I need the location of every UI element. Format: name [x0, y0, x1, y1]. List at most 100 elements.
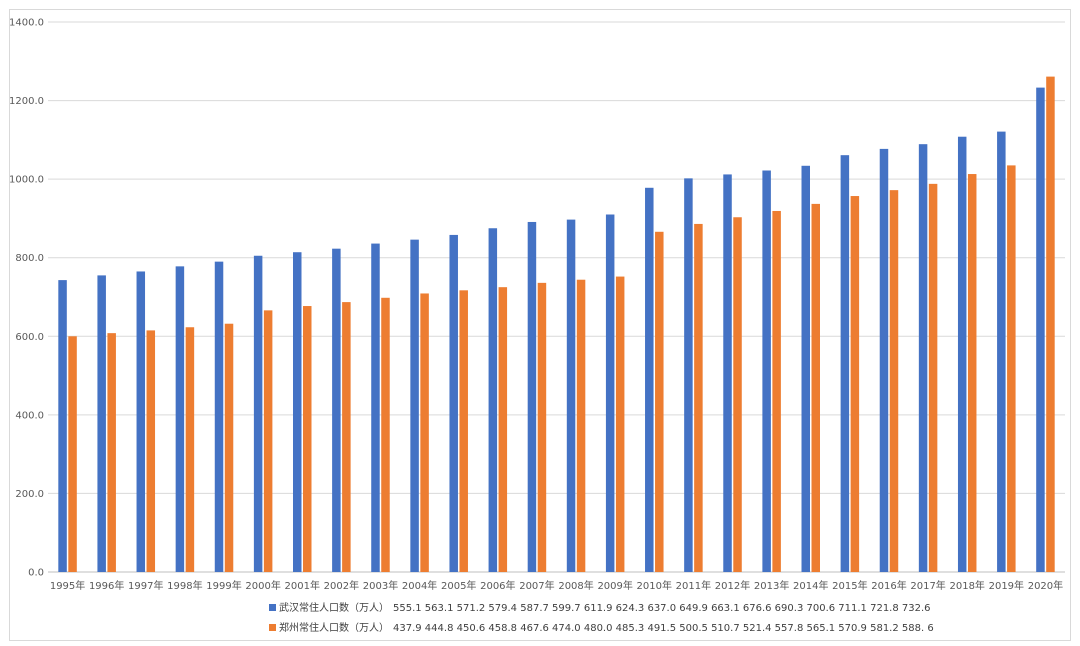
bar-wuhan	[566, 219, 576, 572]
y-tick-label: 1400.0	[9, 18, 44, 29]
bar-zhengzhou	[1046, 76, 1055, 572]
y-tick-label: 0.0	[28, 568, 44, 579]
bar-zhengzhou	[733, 217, 742, 572]
bar-zhengzhou	[1007, 165, 1016, 572]
bar-zhengzhou	[263, 310, 273, 572]
x-tick-label: 2005年	[441, 579, 476, 592]
x-tick-label: 1996年	[89, 579, 124, 592]
x-tick-label: 2009年	[597, 579, 632, 592]
x-tick-label: 2012年	[715, 579, 750, 592]
x-tick-label: 2010年	[637, 579, 672, 592]
bar-wuhan	[175, 266, 185, 572]
bar-wuhan	[997, 131, 1006, 572]
bar-zhengzhou	[967, 174, 977, 573]
bar-wuhan	[214, 261, 224, 572]
bar-zhengzhou	[459, 290, 468, 572]
x-tick-label: 2017年	[910, 579, 945, 592]
bar-zhengzhou	[303, 306, 312, 572]
y-tick-label: 1000.0	[9, 175, 44, 186]
legend-series-name-zhengzhou: 郑州常住人口数（万人）	[279, 621, 389, 634]
bar-zhengzhou	[811, 203, 820, 572]
x-tick-label: 2011年	[676, 579, 711, 592]
legend-swatch-wuhan	[269, 604, 276, 611]
bar-wuhan	[605, 214, 615, 572]
x-tick-label: 2008年	[558, 579, 593, 592]
x-tick-label: 2019年	[989, 579, 1024, 592]
bar-zhengzhou	[537, 282, 547, 572]
legend-values-zhengzhou: 437.9 444.8 450.6 458.8 467.6 474.0 480.…	[393, 623, 934, 634]
bar-wuhan	[293, 252, 302, 572]
x-tick-label: 2014年	[793, 579, 828, 592]
bar-zhengzhou	[498, 287, 508, 572]
bar-wuhan	[488, 228, 498, 572]
bar-wuhan	[332, 248, 341, 572]
x-tick-label: 2013年	[754, 579, 789, 592]
bar-zhengzhou	[694, 223, 703, 572]
x-tick-label: 2001年	[285, 579, 320, 592]
bar-zhengzhou	[68, 336, 77, 572]
bar-wuhan	[723, 174, 732, 572]
bar-zhengzhou	[185, 327, 195, 572]
bar-wuhan	[1036, 87, 1045, 572]
x-tick-label: 2000年	[245, 579, 280, 592]
y-axis-tick-labels: 0.0 200.0 400.0 600.0 800.0 1000.0 1200.0 1400.…	[9, 18, 44, 579]
bar-wuhan	[918, 144, 928, 572]
y-tick-label: 1200.0	[9, 96, 44, 107]
bar-wuhan	[684, 178, 693, 572]
bar-zhengzhou	[342, 302, 351, 572]
bar-wuhan	[371, 243, 380, 573]
legend-entry-wuhan: 武汉常住人口数（万人） 555.1 563.1 571.2 579.4 587.7…	[279, 601, 931, 614]
bar-zhengzhou	[576, 279, 586, 572]
bar-zhengzhou	[107, 333, 116, 572]
x-tick-label: 1998年	[167, 579, 202, 592]
legend: 武汉常住人口数（万人） 555.1 563.1 571.2 579.4 587.7…	[269, 601, 934, 634]
bar-wuhan	[527, 221, 537, 572]
bar-wuhan	[762, 170, 771, 572]
bar-zhengzhou	[224, 323, 234, 572]
bar-zhengzhou	[928, 183, 938, 572]
y-tick-label: 200.0	[15, 489, 44, 500]
x-tick-label: 2016年	[871, 579, 906, 592]
bars	[58, 76, 1055, 573]
bar-wuhan	[449, 234, 458, 572]
x-tick-label: 2004年	[402, 579, 437, 592]
legend-values-wuhan: 555.1 563.1 571.2 579.4 587.7 599.7 611.…	[393, 603, 931, 614]
x-axis-tick-labels: 1995年 1996年 1997年 1998年 1999年 2000年 2001年 2002年…	[50, 579, 1063, 592]
y-tick-label: 400.0	[15, 410, 44, 421]
x-tick-label: 2018年	[949, 579, 984, 592]
x-tick-label: 2020年	[1028, 579, 1063, 592]
bar-zhengzhou	[889, 190, 899, 572]
bar-zhengzhou	[615, 276, 625, 572]
bar-zhengzhou	[381, 297, 390, 572]
bar-zhengzhou	[655, 231, 664, 573]
bar-wuhan	[136, 271, 146, 572]
x-tick-label: 1995年	[50, 579, 85, 592]
bar-wuhan	[879, 148, 889, 572]
y-tick-label: 600.0	[15, 332, 44, 343]
gridlines	[48, 21, 1065, 573]
x-tick-label: 2003年	[363, 579, 398, 592]
bar-zhengzhou	[772, 210, 781, 572]
x-tick-label: 2015年	[832, 579, 867, 592]
bar-wuhan	[58, 280, 67, 572]
x-tick-label: 2007年	[519, 579, 554, 592]
bar-wuhan	[645, 187, 654, 573]
bar-zhengzhou	[850, 196, 860, 573]
bar-zhengzhou	[146, 330, 156, 572]
bar-wuhan	[840, 155, 850, 572]
bar-zhengzhou	[420, 293, 429, 572]
bar-wuhan	[801, 165, 810, 573]
bar-wuhan	[957, 136, 967, 572]
x-tick-label: 1997年	[128, 579, 163, 592]
x-tick-label: 1999年	[206, 579, 241, 592]
bar-wuhan	[253, 255, 263, 572]
legend-series-name-wuhan: 武汉常住人口数（万人）	[279, 601, 389, 614]
x-tick-label: 2002年	[324, 579, 359, 592]
legend-entry-zhengzhou: 郑州常住人口数（万人） 437.9 444.8 450.6 458.8 467.6…	[279, 621, 934, 634]
legend-swatch-zhengzhou	[269, 624, 276, 631]
bar-wuhan	[97, 275, 106, 572]
y-tick-label: 800.0	[15, 253, 44, 264]
x-tick-label: 2006年	[480, 579, 515, 592]
bar-wuhan	[410, 239, 419, 572]
